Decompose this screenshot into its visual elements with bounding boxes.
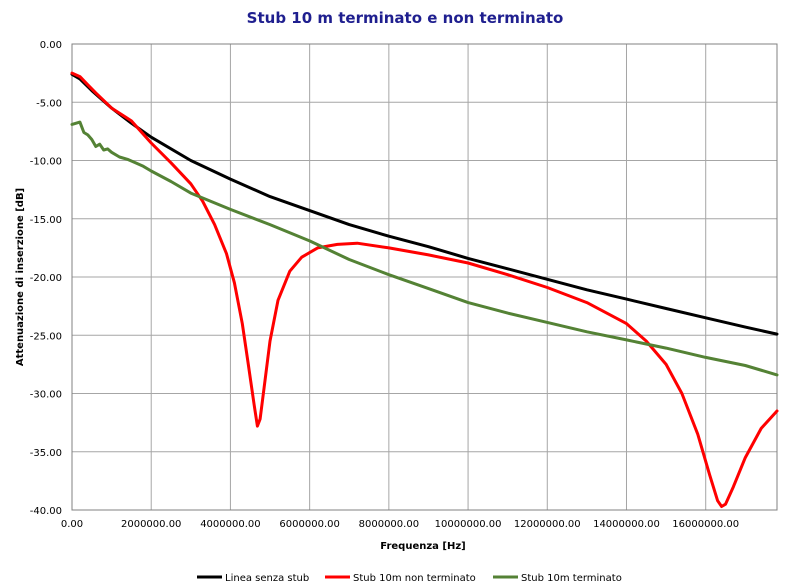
y-tick-label: -20.00 [30, 273, 62, 284]
legend: Linea senza stub Stub 10m non terminato St… [197, 573, 622, 584]
y-tick-label: 0.00 [40, 40, 62, 51]
y-axis: 0.00 -5.00 -10.00 -15.00 -20.00 -25.00 -30.00 -… [30, 40, 62, 517]
grid [71, 43, 777, 511]
x-tick-label: 12000000.00 [514, 519, 581, 530]
y-tick-label: -30.00 [30, 390, 62, 401]
y-tick-label: -35.00 [30, 448, 62, 459]
x-axis: 0.00 2000000.00 4000000.00 6000000.00 800000… [61, 519, 739, 530]
y-tick-label: -15.00 [30, 215, 62, 226]
legend-label-1: Linea senza stub [225, 573, 309, 584]
x-tick-label: 0.00 [61, 519, 83, 530]
legend-label-3: Stub 10m terminato [521, 573, 622, 584]
series-line-2 [70, 71, 779, 508]
x-tick-label: 16000000.00 [672, 519, 739, 530]
plot-area-border [71, 43, 778, 511]
y-axis-label: Attenuazione di inserzione [dB] [15, 188, 26, 366]
y-tick-label: -5.00 [36, 98, 62, 109]
y-tick-label: -10.00 [30, 157, 62, 168]
series-line-3 [70, 120, 779, 377]
series-line-1 [70, 72, 779, 336]
x-tick-label: 10000000.00 [435, 519, 502, 530]
series-group [70, 71, 779, 508]
x-axis-label: Frequenza [Hz] [380, 541, 465, 552]
chart-title: Stub 10 m terminato e non terminato [247, 9, 564, 27]
y-tick-label: -40.00 [30, 506, 62, 517]
x-tick-label: 8000000.00 [359, 519, 419, 530]
x-tick-label: 14000000.00 [593, 519, 660, 530]
legend-label-2: Stub 10m non terminato [353, 573, 476, 584]
x-tick-label: 6000000.00 [279, 519, 339, 530]
x-tick-label: 4000000.00 [200, 519, 260, 530]
x-tick-label: 2000000.00 [121, 519, 181, 530]
y-tick-label: -25.00 [30, 331, 62, 342]
